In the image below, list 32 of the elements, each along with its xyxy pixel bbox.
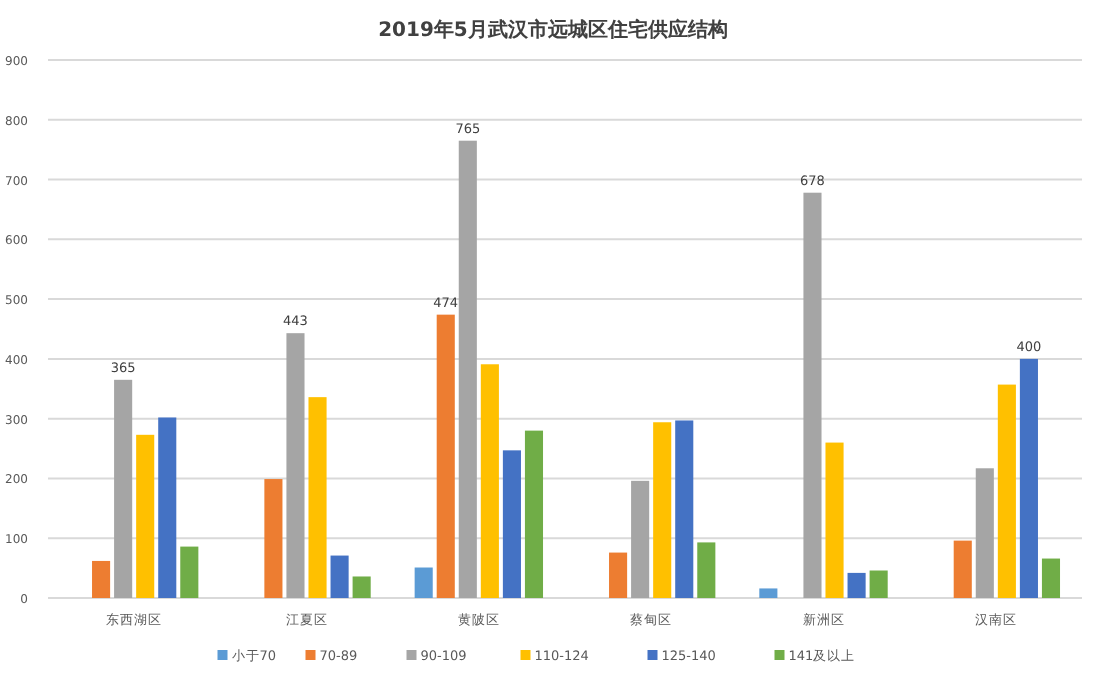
bar: [414, 567, 433, 598]
bar: [436, 314, 455, 598]
bar: [1019, 358, 1038, 598]
bar: [675, 420, 694, 598]
bar: [458, 140, 477, 598]
bar: [975, 468, 994, 598]
bar: [502, 450, 521, 598]
bar: [953, 540, 972, 598]
bar: [114, 379, 133, 598]
chart-title: 2019年5月武汉市远城区住宅供应结构: [378, 18, 728, 42]
bar: [1041, 558, 1061, 598]
bar: [803, 192, 822, 598]
bar: [286, 333, 305, 598]
bar: [308, 397, 327, 598]
bar: [524, 430, 544, 598]
bar: [631, 480, 650, 598]
bar: [997, 384, 1016, 598]
bar: [158, 417, 177, 598]
bar: [480, 364, 499, 598]
bar: [136, 434, 155, 598]
bar: [869, 570, 888, 598]
bar: [92, 560, 111, 598]
bar: [847, 572, 866, 598]
bar: [352, 576, 371, 598]
bar: [697, 542, 716, 598]
bar: [330, 555, 349, 598]
bar: [759, 588, 778, 598]
bar: [653, 422, 672, 598]
bar: [180, 546, 199, 598]
bar: [825, 442, 844, 598]
bar: [264, 479, 283, 598]
bar: [609, 552, 628, 598]
